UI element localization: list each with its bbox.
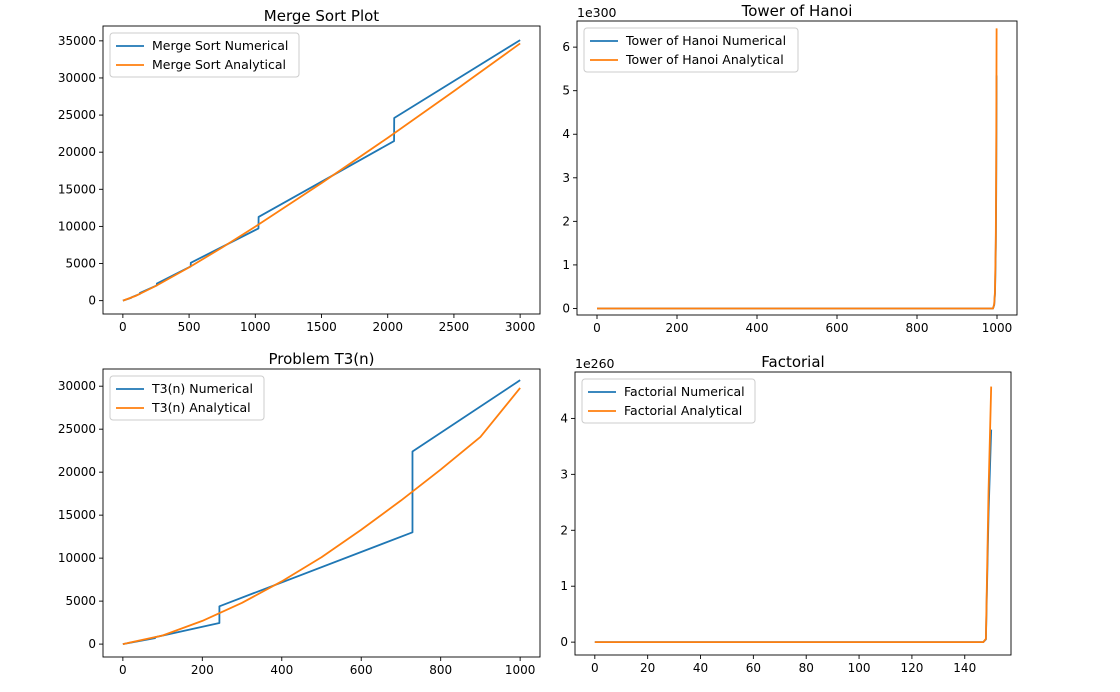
legend-label: T3(n) Numerical <box>151 381 253 396</box>
legend-label: Factorial Numerical <box>624 384 745 399</box>
x-tick-label: 0 <box>119 320 127 334</box>
y-tick-label: 0 <box>560 635 568 649</box>
series-line-analytical <box>597 28 998 310</box>
x-tick-label: 0 <box>591 661 599 675</box>
legend-label: Tower of Hanoi Analytical <box>625 52 784 67</box>
legend-label: Factorial Analytical <box>624 403 742 418</box>
chart-title: Merge Sort Plot <box>264 7 379 25</box>
chart-title: Problem T3(n) <box>268 350 374 368</box>
y-tick-label: 20000 <box>58 465 96 479</box>
y-tick-label: 5000 <box>65 257 96 271</box>
legend: Merge Sort Numerical Merge Sort Analytica… <box>109 32 300 78</box>
y-tick-label: 5000 <box>65 594 96 608</box>
x-tick-label: 1500 <box>306 320 337 334</box>
axes-frame <box>102 25 541 315</box>
legend-box <box>581 378 756 424</box>
x-tick-label: 800 <box>906 321 929 335</box>
x-tick-label: 2000 <box>372 320 403 334</box>
x-tick-label: 1000 <box>982 321 1013 335</box>
legend: Tower of Hanoi Numerical Tower of Hanoi A… <box>583 27 799 73</box>
axes-frame <box>574 371 1012 656</box>
x-tick-label: 80 <box>799 661 814 675</box>
series-line-analytical <box>122 387 521 645</box>
y-tick-label: 2 <box>560 523 568 537</box>
y-tick-label: 4 <box>562 127 570 141</box>
y-tick-label: 30000 <box>58 379 96 393</box>
x-tick-label: 400 <box>746 321 769 335</box>
y-tick-label: 25000 <box>58 422 96 436</box>
y-tick-label: 3 <box>560 467 568 481</box>
legend-label: Tower of Hanoi Numerical <box>625 33 786 48</box>
chart-title: Tower of Hanoi <box>741 2 853 20</box>
x-tick-label: 400 <box>270 663 293 677</box>
x-tick-label: 0 <box>119 663 127 677</box>
chart-panel: Problem T3(n)0 200 400 600 800 10000500010000… <box>58 350 541 677</box>
y-tick-label: 25000 <box>58 108 96 122</box>
x-tick-label: 0 <box>593 321 601 335</box>
x-tick-label: 1000 <box>505 663 536 677</box>
y-tick-label: 10000 <box>58 219 96 233</box>
series-line-numerical <box>597 75 998 310</box>
legend: T3(n) Numerical T3(n) Analytical <box>109 375 265 421</box>
y-tick-label: 3 <box>562 171 570 185</box>
y-tick-label: 1 <box>562 258 570 272</box>
y-tick-label: 5 <box>562 84 570 98</box>
legend-label: Merge Sort Analytical <box>152 57 286 72</box>
series-line-analytical <box>122 42 521 302</box>
chart-title: Factorial <box>761 353 824 371</box>
x-tick-label: 2500 <box>439 320 470 334</box>
y-tick-label: 35000 <box>58 34 96 48</box>
legend-label: Merge Sort Numerical <box>152 38 288 53</box>
chart-panel: Tower of Hanoi 1e300 0 200 400 600 800 1000 0 1 2 3… <box>562 2 1018 335</box>
x-tick-label: 500 <box>178 320 201 334</box>
legend-box <box>583 27 799 73</box>
legend: Factorial Numerical Factorial Analytical <box>581 378 756 424</box>
y-tick-label: 15000 <box>58 508 96 522</box>
y-tick-label: 20000 <box>58 145 96 159</box>
x-tick-label: 800 <box>429 663 452 677</box>
axes-frame <box>576 20 1018 316</box>
y-offset-label: 1e300 <box>577 5 617 20</box>
y-tick-label: 0 <box>88 294 96 308</box>
y-tick-label: 2 <box>562 214 570 228</box>
y-tick-label: 1 <box>560 579 568 593</box>
series-line-analytical <box>594 386 993 644</box>
x-tick-label: 120 <box>900 661 923 675</box>
x-tick-label: 200 <box>666 321 689 335</box>
y-tick-label: 6 <box>562 40 570 54</box>
legend-label: T3(n) Analytical <box>151 400 251 415</box>
x-tick-label: 600 <box>350 663 373 677</box>
legend-box <box>109 32 300 78</box>
x-tick-label: 40 <box>693 661 708 675</box>
y-tick-label: 15000 <box>58 182 96 196</box>
series-line-numerical <box>594 429 993 644</box>
x-tick-label: 600 <box>826 321 849 335</box>
x-tick-label: 100 <box>848 661 871 675</box>
x-tick-label: 200 <box>191 663 214 677</box>
y-tick-label: 0 <box>88 637 96 651</box>
legend-box <box>109 375 265 421</box>
y-tick-label: 30000 <box>58 71 96 85</box>
x-tick-label: 1000 <box>240 320 271 334</box>
y-tick-label: 0 <box>562 301 570 315</box>
y-tick-label: 10000 <box>58 551 96 565</box>
x-tick-label: 3000 <box>505 320 536 334</box>
series-line-numerical <box>122 39 521 302</box>
x-tick-label: 60 <box>746 661 761 675</box>
axes-frame <box>102 368 541 658</box>
y-tick-label: 4 <box>560 411 568 425</box>
y-offset-label: 1e260 <box>575 356 615 371</box>
chart-panel: Factorial 1e260 0 20 40 60 80 100 120 140 0 1 2 3 4 Fac… <box>560 353 1012 675</box>
x-tick-label: 140 <box>953 661 976 675</box>
x-tick-label: 20 <box>640 661 655 675</box>
